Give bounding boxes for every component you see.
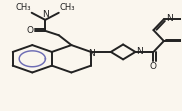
Text: N: N xyxy=(42,10,49,19)
Text: N: N xyxy=(88,49,95,58)
Text: O: O xyxy=(150,62,157,71)
Text: N: N xyxy=(166,14,173,23)
Text: N: N xyxy=(136,47,143,56)
Text: O: O xyxy=(27,26,34,35)
Text: CH₃: CH₃ xyxy=(15,3,31,12)
Text: CH₃: CH₃ xyxy=(60,3,75,12)
